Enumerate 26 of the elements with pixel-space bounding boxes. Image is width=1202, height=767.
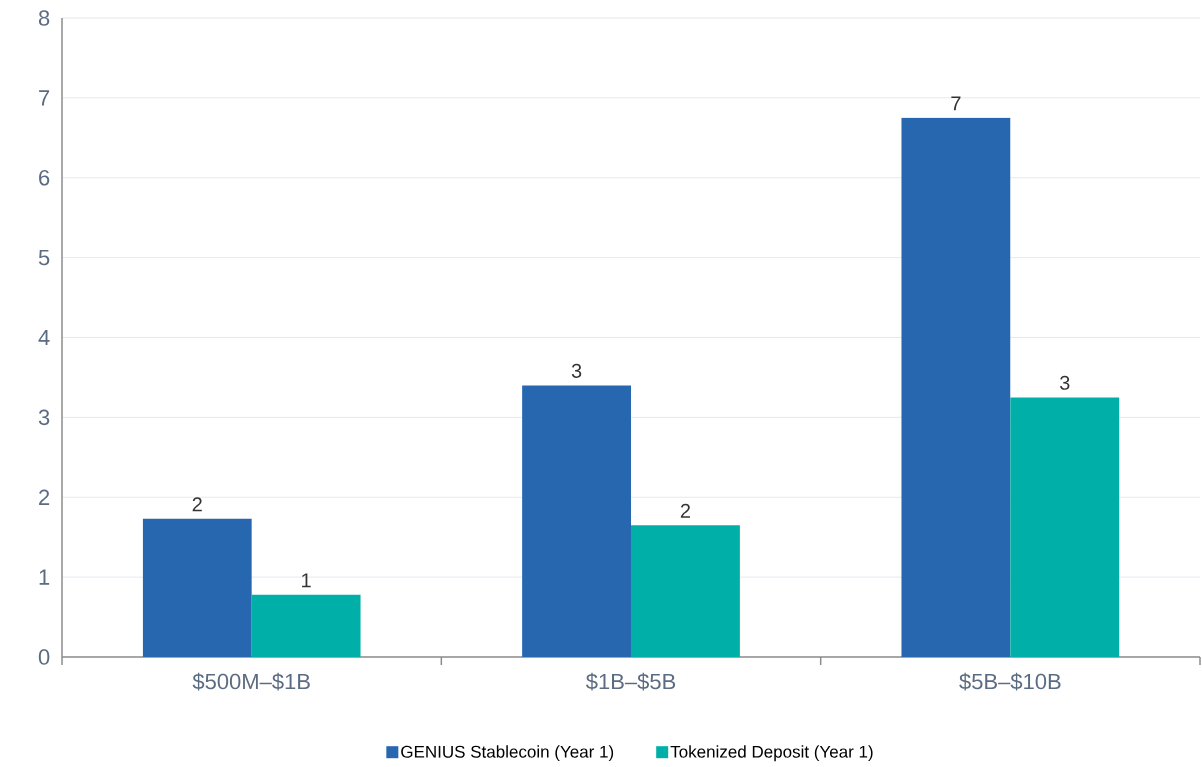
x-tick-label: $1B–$5B bbox=[585, 672, 676, 691]
bar bbox=[142, 518, 252, 657]
y-tick-label: 6 bbox=[39, 169, 50, 186]
bar bbox=[522, 385, 632, 657]
legend-label: GENIUS Stablecoin (Year 1) bbox=[401, 745, 614, 762]
y-tick-label: 2 bbox=[39, 489, 50, 505]
y-tick-label: 4 bbox=[38, 329, 50, 346]
x-tick-label: $500M–$1B bbox=[192, 672, 310, 691]
data-label: 3 bbox=[571, 363, 582, 378]
bar bbox=[631, 525, 740, 657]
y-tick-label: 7 bbox=[39, 90, 50, 106]
y-tick-label: 3 bbox=[38, 409, 50, 426]
x-tick-label: $5B–$10B bbox=[959, 672, 1061, 691]
bar bbox=[901, 117, 1011, 657]
bar bbox=[251, 594, 361, 657]
bar bbox=[1010, 397, 1120, 657]
legend-label: Tokenized Deposit (Year 1) bbox=[670, 745, 873, 762]
y-tick-label: 0 bbox=[38, 649, 50, 665]
y-tick-label: 8 bbox=[38, 10, 50, 26]
y-tick-label: 1 bbox=[39, 569, 50, 585]
data-label: 2 bbox=[680, 503, 690, 518]
y-tick-label: 5 bbox=[38, 249, 50, 266]
data-label: 2 bbox=[192, 497, 202, 512]
data-label: 1 bbox=[302, 573, 311, 588]
data-label: 7 bbox=[951, 96, 961, 111]
data-label: 3 bbox=[1059, 375, 1070, 390]
